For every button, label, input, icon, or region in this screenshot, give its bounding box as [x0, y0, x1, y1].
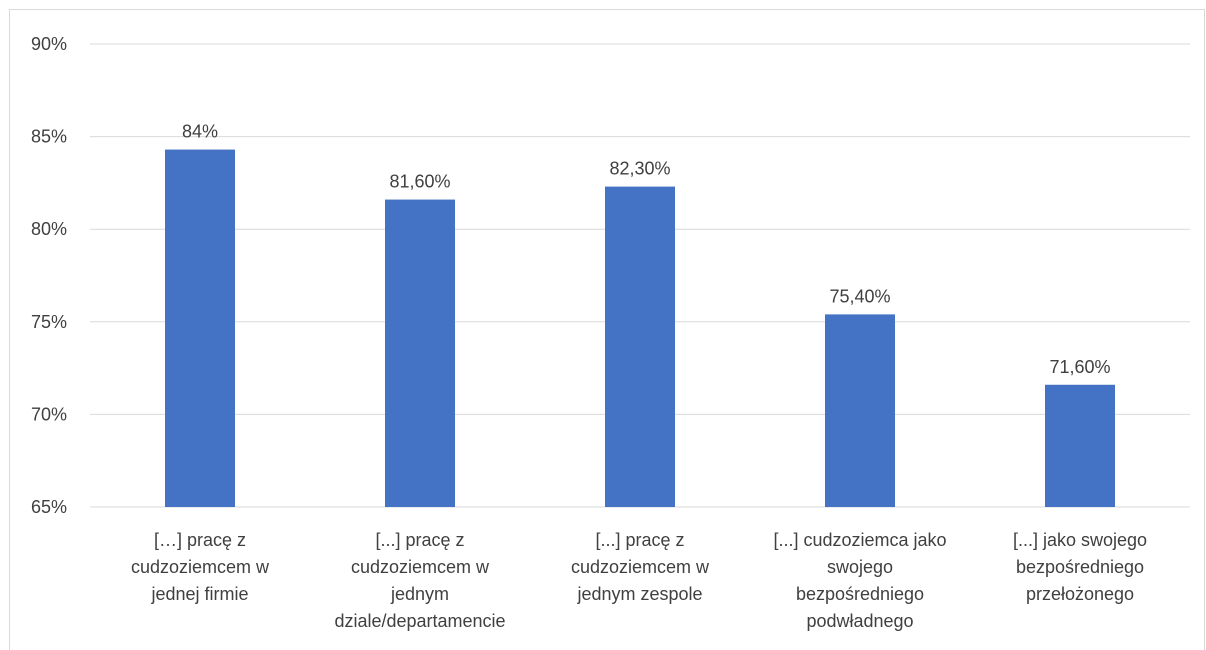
category-label: [...] cudzoziemca jako swojego bezpośredni…	[773, 530, 946, 631]
data-labels: 84% 81,60% 82,30% 75,40% 71,60%	[182, 122, 1111, 377]
category-label-line: [...] jako swojego	[1013, 530, 1147, 550]
data-label: 84%	[182, 122, 218, 142]
category-label: [...] jako swojego bezpośredniego przełożo…	[1013, 530, 1147, 604]
category-label-line: swojego	[827, 557, 893, 577]
y-tick-label: 80%	[31, 219, 67, 239]
data-label: 75,40%	[829, 286, 890, 306]
y-tick-label: 70%	[31, 404, 67, 424]
category-label-line: jednej firmie	[150, 584, 248, 604]
category-label: […] pracę z cudzoziemcem w jednej firmie	[131, 530, 270, 604]
bar	[825, 314, 895, 507]
category-label-line: jednym	[390, 584, 449, 604]
category-label-line: […] pracę z	[154, 530, 246, 550]
category-label: [...] pracę z cudzoziemcem w jednym dziale/…	[334, 530, 505, 631]
category-label-line: bezpośredniego	[1016, 557, 1144, 577]
category-label-line: dziale/departamencie	[334, 611, 505, 631]
category-label-line: cudzoziemcem w	[131, 557, 270, 577]
category-label-line: cudzoziemcem w	[571, 557, 710, 577]
y-tick-label: 90%	[31, 34, 67, 54]
data-label: 71,60%	[1049, 357, 1110, 377]
category-label-line: jednym zespole	[576, 584, 702, 604]
y-tick-label: 85%	[31, 127, 67, 147]
category-label-line: bezpośredniego	[796, 584, 924, 604]
bar	[165, 149, 235, 507]
bar	[385, 199, 455, 507]
category-label-line: przełożonego	[1026, 584, 1134, 604]
category-label: [...] pracę z cudzoziemcem w jednym zespol…	[571, 530, 710, 604]
data-label: 81,60%	[389, 172, 450, 192]
y-tick-label: 75%	[31, 312, 67, 332]
bar	[1045, 384, 1115, 507]
category-label-line: [...] cudzoziemca jako	[773, 530, 946, 550]
category-labels: […] pracę z cudzoziemcem w jednej firmie [.…	[131, 530, 1147, 631]
y-tick-label: 65%	[31, 497, 67, 517]
category-label-line: [...] pracę z	[375, 530, 464, 550]
y-axis-tick-labels: 65% 70% 75% 80% 85% 90%	[31, 34, 67, 517]
category-label-line: [...] pracę z	[595, 530, 684, 550]
bar	[605, 186, 675, 507]
bars	[165, 149, 1115, 507]
category-label-line: podwładnego	[806, 611, 913, 631]
data-label: 82,30%	[609, 159, 670, 179]
category-label-line: cudzoziemcem w	[351, 557, 490, 577]
